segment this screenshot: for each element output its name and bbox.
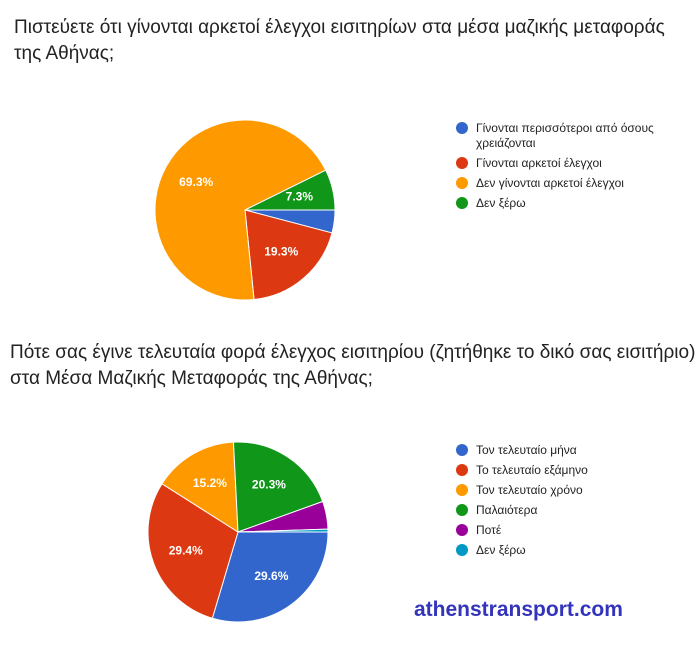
legend: Γίνονται περισσότεροι από όσους χρειάζον… (456, 121, 656, 216)
chart-title: Πιστεύετε ότι γίνονται αρκετοί έλεγχοι ε… (14, 17, 665, 64)
legend-label: Δεν ξέρω (476, 196, 526, 210)
legend-swatch (456, 122, 468, 134)
legend-item: Δεν γίνονται αρκετοί έλεγχοι (456, 176, 656, 191)
legend-label: Δεν ξέρω (476, 543, 526, 557)
data-label: 29.4% (169, 544, 203, 558)
legend-swatch (456, 544, 468, 556)
legend-swatch (456, 464, 468, 476)
legend-swatch (456, 197, 468, 209)
legend-item: Το τελευταίο εξάμηνο (456, 463, 656, 478)
legend-item: Παλαιότερα (456, 503, 656, 518)
pie-slice (237, 528, 329, 533)
legend-label: Το τελευταίο εξάμηνο (476, 463, 588, 477)
legend-swatch (456, 444, 468, 456)
legend-swatch (456, 524, 468, 536)
legend-item: Τον τελευταίο χρόνο (456, 483, 656, 498)
legend-swatch (456, 484, 468, 496)
legend-item: Γίνονται περισσότεροι από όσους χρειάζον… (456, 121, 656, 151)
watermark: athenstransport.com (414, 598, 623, 621)
legend-label: Τον τελευταίο μήνα (476, 443, 577, 457)
legend-label: Ποτέ (476, 523, 502, 537)
data-label: 20.3% (252, 478, 286, 492)
legend-label: Τον τελευταίο χρόνο (476, 483, 583, 497)
pie-slice (147, 483, 239, 619)
data-label: 15.2% (193, 476, 227, 490)
legend-swatch (456, 157, 468, 169)
data-label: 7.3% (286, 189, 314, 203)
data-label: 29.6% (254, 569, 288, 583)
legend-label: Γίνονται περισσότεροι από όσους χρειάζον… (476, 121, 654, 150)
chart-title: Πότε σας έγινε τελευταία φορά έλεγχος ει… (10, 342, 696, 389)
pie-slice (211, 531, 329, 623)
data-label: 69.3% (179, 175, 213, 189)
legend-swatch (456, 177, 468, 189)
data-label: 19.3% (264, 245, 298, 259)
pie-slice (154, 119, 327, 301)
legend-item: Ποτέ (456, 523, 656, 538)
legend-item: Γίνονται αρκετοί έλεγχοι (456, 156, 656, 171)
legend-item: Δεν ξέρω (456, 543, 656, 558)
legend-item: Τον τελευταίο μήνα (456, 443, 656, 458)
pie-slice (244, 209, 333, 301)
legend-label: Παλαιότερα (476, 503, 538, 517)
legend-label: Γίνονται αρκετοί έλεγχοι (476, 156, 602, 170)
legend-item: Δεν ξέρω (456, 196, 656, 211)
pie-slice (161, 441, 239, 533)
pie-slice (244, 169, 336, 211)
legend: Τον τελευταίο μήνα Το τελευταίο εξάμηνο Το… (456, 443, 656, 563)
legend-label: Δεν γίνονται αρκετοί έλεγχοι (476, 176, 624, 190)
legend-swatch (456, 504, 468, 516)
